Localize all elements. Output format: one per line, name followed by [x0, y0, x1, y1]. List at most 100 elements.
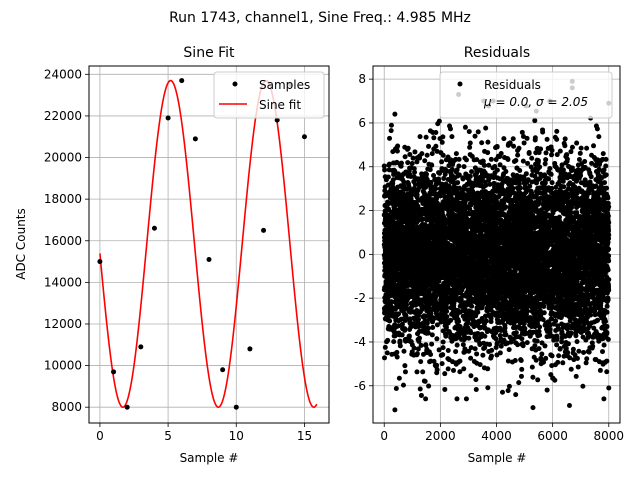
- sine-fit-xtick-label: 5: [164, 429, 172, 443]
- residuals-xtick-label: 6000: [537, 429, 568, 443]
- residual-point: [506, 383, 512, 389]
- residual-point: [402, 154, 408, 160]
- residual-point: [461, 366, 467, 372]
- residuals-xlabel: Sample #: [468, 451, 527, 465]
- residual-point: [429, 151, 435, 157]
- sine-fit-ytick-label: 20000: [44, 151, 82, 165]
- residual-point: [440, 339, 446, 345]
- residual-point: [394, 354, 400, 360]
- residual-point: [412, 149, 418, 155]
- residual-point: [409, 161, 415, 166]
- residual-point: [451, 367, 457, 373]
- sample-point: [97, 259, 103, 265]
- sine-fit-ytick-label: 18000: [44, 192, 82, 206]
- residual-point: [433, 186, 439, 192]
- residual-point: [393, 385, 399, 391]
- legend-samples-label: Samples: [259, 78, 310, 92]
- sine-fit-xtick-label: 10: [229, 429, 244, 443]
- residual-point: [513, 157, 519, 163]
- residual-point: [405, 160, 411, 166]
- residual-point: [382, 355, 388, 361]
- figure-suptitle: Run 1743, channel1, Sine Freq.: 4.985 MH…: [169, 10, 471, 26]
- sine-fit-panel: Sine Fit Sample # ADC Counts 0 5 10 1580001…: [14, 45, 330, 465]
- residual-point: [428, 352, 434, 358]
- residual-point: [423, 134, 429, 140]
- residual-point: [431, 135, 437, 141]
- residual-point: [427, 167, 433, 173]
- residual-point: [411, 166, 417, 172]
- residual-point: [406, 333, 412, 339]
- residual-point: [385, 182, 391, 188]
- sine-fit-ytick-label: 22000: [44, 109, 82, 123]
- residual-point: [401, 348, 407, 354]
- sine-fit-ytick-label: 14000: [44, 275, 82, 289]
- residual-point: [472, 133, 478, 139]
- residual-point: [448, 317, 454, 323]
- sample-point: [233, 404, 239, 410]
- residual-point: [403, 313, 409, 319]
- sine-fit-ytick-label: 10000: [44, 359, 82, 373]
- residual-point: [439, 361, 445, 367]
- residual-point: [485, 150, 491, 156]
- residual-point: [433, 130, 439, 136]
- sample-point: [247, 346, 253, 352]
- residual-point: [425, 325, 431, 331]
- residual-point: [429, 332, 435, 338]
- residual-point: [456, 318, 462, 324]
- residual-point: [501, 136, 507, 142]
- residual-point: [489, 347, 495, 353]
- legend-sine-fit-label: Sine fit: [259, 98, 301, 112]
- sine-fit-ytick-label: 16000: [44, 234, 82, 248]
- residuals-ytick-label: -4: [354, 335, 366, 349]
- residual-point: [488, 315, 494, 321]
- residual-point: [400, 382, 406, 388]
- sample-point: [179, 78, 185, 84]
- residual-point: [385, 174, 391, 180]
- sample-point: [206, 256, 212, 262]
- residual-point: [497, 350, 503, 356]
- residual-point: [502, 325, 508, 331]
- sine-fit-xtick-label: 15: [297, 429, 312, 443]
- residuals-xtick-label: 4000: [481, 429, 512, 443]
- residual-point: [462, 124, 468, 130]
- residuals-xtick-label: 0: [380, 429, 388, 443]
- sample-point: [165, 115, 171, 121]
- residual-point: [505, 388, 511, 394]
- residual-point: [485, 385, 491, 391]
- residuals-ytick-label: 6: [358, 116, 366, 130]
- sine-fit-curve: [99, 79, 318, 408]
- residual-point: [456, 163, 462, 169]
- residuals-xtick-label: 2000: [425, 429, 456, 443]
- residual-point: [518, 357, 524, 363]
- residual-point: [423, 342, 429, 348]
- residual-point: [515, 152, 521, 158]
- residual-point: [477, 362, 483, 368]
- residual-point: [445, 366, 451, 372]
- residual-point: [444, 314, 450, 320]
- residual-point: [485, 139, 491, 145]
- residual-point: [434, 336, 440, 342]
- residual-point: [399, 321, 405, 327]
- residual-point: [488, 156, 494, 162]
- residual-point: [460, 342, 466, 348]
- residual-point: [463, 396, 469, 402]
- residual-point: [503, 204, 509, 210]
- residual-point: [449, 134, 455, 140]
- residual-point: [505, 156, 511, 162]
- residual-point: [412, 169, 418, 175]
- sine-fit-xlabel: Sample #: [180, 451, 239, 465]
- sample-point: [261, 227, 267, 233]
- residual-point: [402, 363, 408, 369]
- residual-point: [440, 134, 446, 140]
- residual-point: [445, 347, 451, 353]
- residual-point: [469, 303, 475, 309]
- residual-point: [487, 341, 493, 347]
- residuals-panel: Residuals Sample # 0 2000 4000 6000 8000-6-4…: [354, 45, 624, 465]
- residual-point: [442, 371, 448, 377]
- residual-point: [407, 151, 413, 157]
- residual-point: [457, 358, 463, 364]
- residual-point: [386, 161, 392, 167]
- sine-fit-ytick-label: 24000: [44, 67, 82, 81]
- sample-point: [138, 344, 144, 350]
- residual-point: [483, 125, 489, 131]
